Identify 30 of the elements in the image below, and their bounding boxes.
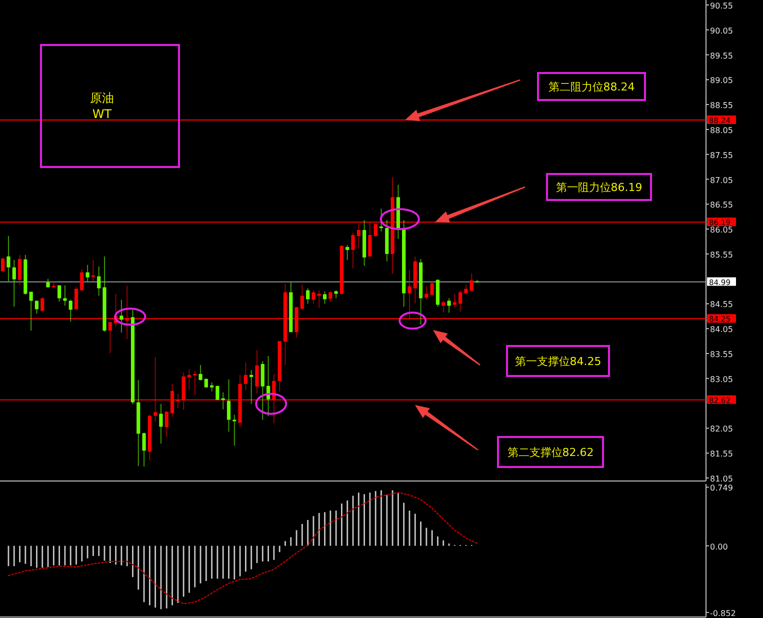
y-tick-label: 82.05: [710, 424, 733, 434]
y-tick-label: 86.05: [710, 226, 733, 235]
y-tick-label: 85.55: [710, 250, 733, 260]
y-tick-label: 90.55: [710, 1, 733, 10]
y-tick-label: 87.05: [710, 176, 733, 185]
line-series: [8, 492, 478, 604]
y-tick-label: 87.55: [710, 150, 733, 160]
y-tick-label: 84.55: [710, 300, 733, 310]
annotation: 第二阻力位88.24: [548, 80, 635, 94]
annotation: 第一支撑位84.25: [514, 355, 602, 368]
y-tick-label: 83.55: [710, 350, 733, 360]
y-tick-label: 84.05: [710, 325, 733, 334]
candlestick: [1, 258, 5, 272]
candlestick: [216, 385, 220, 400]
y-tick-label: 89.55: [710, 51, 733, 60]
y-tick-label: 0.00: [710, 542, 728, 552]
y-tick-label: 81.55: [710, 450, 733, 459]
y-tick-label: -0.852: [710, 608, 736, 618]
y-tick-label: 83.05: [710, 374, 733, 384]
y-tick-label: 88.55: [710, 101, 733, 110]
y-tick-label: 81.05: [710, 474, 733, 484]
y-tick-label: 89.05: [710, 76, 733, 86]
annotation: 第二支撑位82.62: [507, 446, 594, 459]
y-tick-label: 88.05: [710, 126, 733, 135]
annotation: 第一阻力位86.19: [556, 181, 642, 194]
y-tick-label: 90.05: [710, 26, 733, 36]
y-tick-label: 86.55: [710, 200, 733, 210]
annotation: 原油: [90, 91, 114, 105]
y-tick-label: 0.749: [710, 484, 733, 493]
annotation: WT: [92, 107, 112, 121]
